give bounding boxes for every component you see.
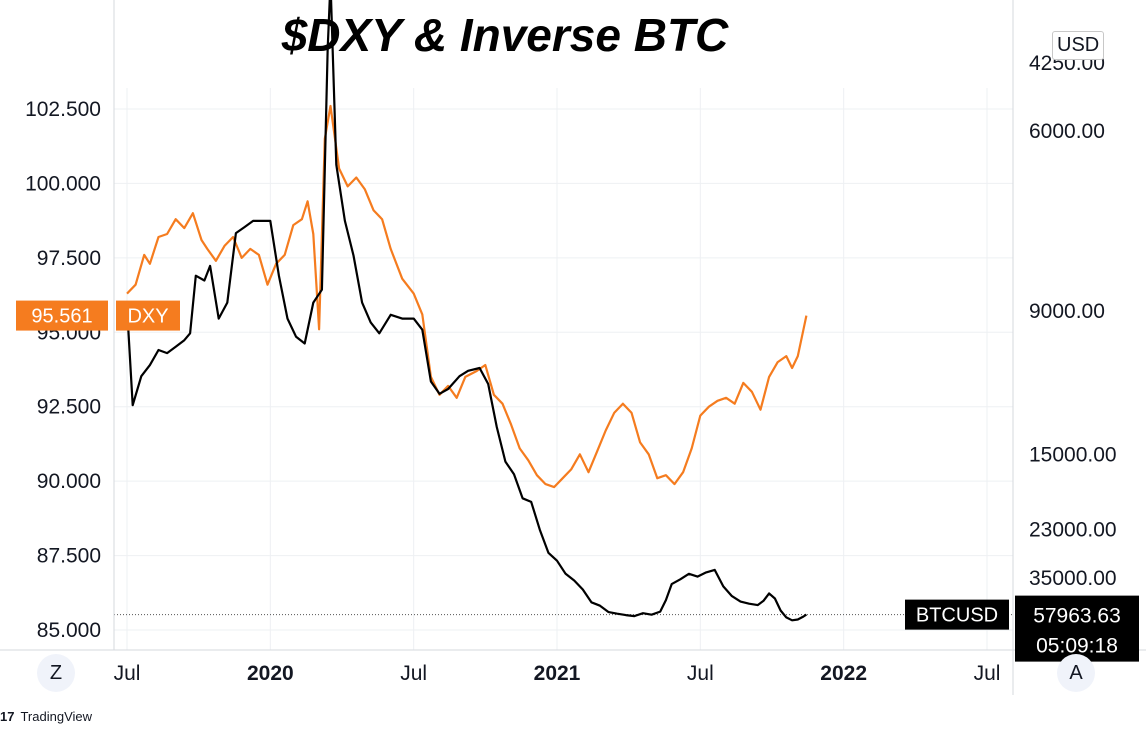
x-tick-label: Jul: [974, 662, 1001, 685]
left-tick-label: 90.000: [37, 470, 101, 493]
btcusd-series-line: [125, 0, 808, 622]
last-value-labels: 95.561 DXY BTCUSD 57963.63 05:09:18: [16, 300, 1139, 662]
right-tick-label: 35000.00: [1029, 567, 1117, 590]
dxy-value-box: [16, 300, 108, 331]
btc-countdown-label: 05:09:18: [1036, 635, 1118, 658]
btc-name-label: BTCUSD: [916, 605, 998, 627]
left-axis-ticks: 102.500100.00097.50095.00092.50090.00087…: [25, 98, 101, 642]
btc-value-box: [1015, 595, 1139, 662]
right-tick-label: 15000.00: [1029, 444, 1117, 467]
timezone-button[interactable]: Z: [37, 654, 75, 692]
currency-badge[interactable]: USD: [1052, 31, 1105, 60]
x-axis-ticks: Jul 2020 Jul 2021 Jul 2022 Jul: [114, 662, 1001, 685]
axis-lines: [0, 0, 1146, 695]
left-tick-label: 85.000: [37, 619, 101, 642]
series-lines: [125, 0, 808, 622]
btc-value-label: 57963.63: [1033, 605, 1121, 628]
left-tick-label: 100.000: [25, 172, 101, 195]
x-tick-label: 2020: [247, 662, 294, 685]
grid-lines: [114, 88, 1013, 650]
x-tick-label: Jul: [114, 662, 141, 685]
dxy-value-label: 95.561: [31, 306, 92, 328]
branding-footer: 17 TradingView: [0, 709, 92, 724]
left-tick-label: 92.500: [37, 396, 101, 419]
right-tick-label: 23000.00: [1029, 519, 1117, 542]
tradingview-logo-icon: 17: [0, 709, 15, 724]
chart-title: $DXY & Inverse BTC: [281, 9, 729, 61]
left-tick-label: 87.500: [37, 545, 101, 568]
right-tick-label: 6000.00: [1029, 120, 1105, 143]
right-axis-ticks: 4250.006000.009000.0015000.0023000.00350…: [1029, 52, 1117, 642]
x-tick-label: Jul: [400, 662, 427, 685]
x-tick-label: 2021: [534, 662, 581, 685]
x-tick-label: Jul: [687, 662, 714, 685]
dxy-name-box: [116, 300, 180, 331]
dxy-series-line: [126, 104, 808, 489]
branding-name: TradingView: [20, 709, 93, 724]
btc-name-box: [905, 599, 1009, 630]
x-tick-label: 2022: [820, 662, 867, 685]
right-tick-label: 9000.00: [1029, 300, 1105, 323]
auto-scale-button[interactable]: A: [1057, 654, 1095, 692]
dxy-name-label: DXY: [127, 306, 168, 328]
left-tick-label: 97.500: [37, 247, 101, 270]
left-tick-label: 102.500: [25, 98, 101, 121]
